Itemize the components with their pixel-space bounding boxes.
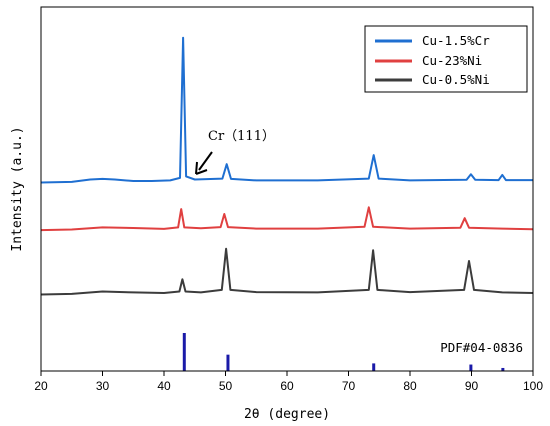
x-tick-label-70: 70 bbox=[342, 379, 356, 393]
x-tick-label-20: 20 bbox=[34, 379, 48, 393]
series-lines bbox=[40, 36, 534, 296]
x-tick-label-90: 90 bbox=[465, 379, 479, 393]
x-tick-label-100: 100 bbox=[523, 379, 543, 393]
cr-111-arrow-head bbox=[195, 161, 208, 175]
x-axis-ticks: 20 30 40 50 60 70 80 90 100 bbox=[34, 371, 543, 393]
legend-label-cu-1-5-cr: Cu-1.5%Cr bbox=[422, 33, 490, 48]
x-tick-label-60: 60 bbox=[280, 379, 294, 393]
cr-111-annotation: Cr（111） bbox=[195, 129, 275, 175]
series-line-1 bbox=[40, 36, 533, 184]
cr-111-arrow-shaft bbox=[198, 151, 213, 171]
cr-111-label: Cr（111） bbox=[208, 129, 275, 144]
reference-pattern bbox=[182, 333, 505, 371]
reference-label: PDF#04-0836 bbox=[440, 340, 523, 355]
legend-label-cu-0-5-ni: Cu-0.5%Ni bbox=[422, 72, 490, 87]
series-line-3 bbox=[40, 247, 534, 296]
series-line-2 bbox=[40, 206, 534, 232]
x-tick-label-50: 50 bbox=[219, 379, 233, 393]
legend: Cu-1.5%Cr Cu-23%Ni Cu-0.5%Ni bbox=[364, 25, 528, 93]
legend-label-cu-23-ni: Cu-23%Ni bbox=[422, 53, 482, 68]
x-axis-title: 2θ (degree) bbox=[244, 407, 330, 422]
x-tick-label-30: 30 bbox=[96, 379, 110, 393]
y-axis-title: Intensity (a.u.) bbox=[10, 126, 25, 251]
x-tick-label-80: 80 bbox=[403, 379, 417, 393]
x-tick-label-40: 40 bbox=[157, 379, 171, 393]
